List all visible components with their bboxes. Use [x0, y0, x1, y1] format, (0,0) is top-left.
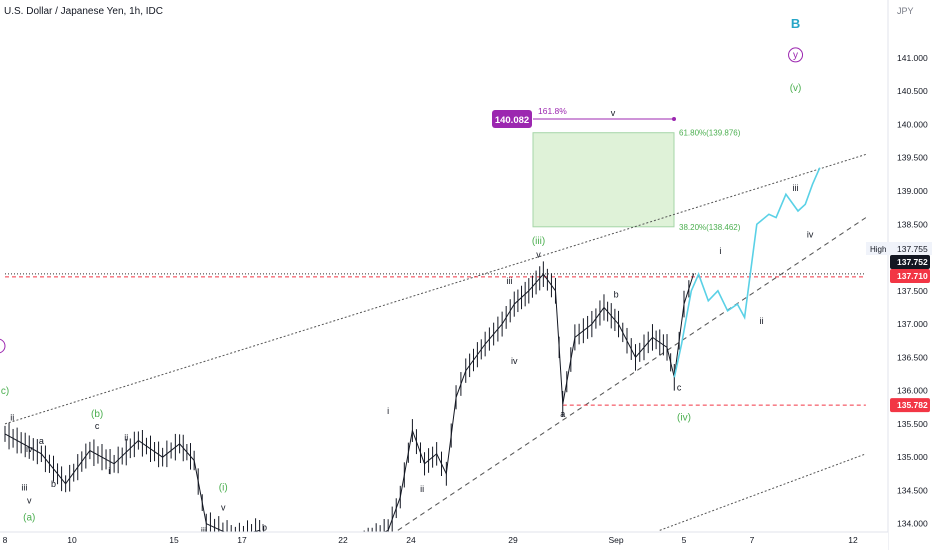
price-bars[interactable] — [4, 261, 690, 550]
last-price-text: 137.752 — [897, 257, 928, 267]
fib-lower-label: 38.20%(138.462) — [679, 223, 741, 232]
wave-label: ii — [760, 316, 764, 326]
y-tick-label: 139.000 — [897, 186, 928, 196]
lower-channel-line[interactable] — [397, 217, 867, 531]
upper-channel-line[interactable] — [4, 153, 867, 425]
wave-label: y — [793, 50, 798, 61]
wave-label: a — [560, 409, 565, 419]
y-tick-label: 134.500 — [897, 485, 928, 495]
wave-label: (b) — [91, 409, 103, 420]
x-tick-label: Sep — [608, 535, 623, 545]
wave-label: iv — [807, 230, 814, 240]
wave-label: iv — [26, 444, 33, 454]
y-tick-label: 136.000 — [897, 386, 928, 396]
wave-label: c — [95, 421, 100, 431]
wave-label: (a) — [23, 512, 35, 523]
wave-label: c) — [1, 386, 9, 397]
y-tick-label: 135.500 — [897, 419, 928, 429]
wave-label: v — [221, 502, 226, 512]
wave-label: i — [719, 246, 721, 256]
wave-label: ii — [10, 413, 14, 423]
red-level-price-tag[interactable] — [890, 269, 930, 283]
high-label-bg — [866, 242, 932, 255]
price-series-line[interactable] — [4, 273, 695, 550]
x-tick-label: 29 — [508, 535, 518, 545]
fib-target-zone[interactable] — [532, 132, 675, 228]
fib-upper-label: 61.80%(139.876) — [679, 129, 741, 138]
y-tick-label: 140.500 — [897, 86, 928, 96]
red-level-price-text: 137.710 — [897, 271, 928, 281]
fib-extension-badge[interactable] — [492, 110, 532, 129]
y-tick-label: 135.000 — [897, 452, 928, 462]
wave-label: b — [51, 479, 56, 489]
support-price-text: 135.782 — [897, 400, 928, 410]
wave-label: B — [791, 16, 800, 31]
wave-label: v — [536, 250, 541, 260]
wave-label: v — [27, 496, 32, 506]
x-tick-label: 22 — [338, 535, 348, 545]
x-tick-label: 10 — [67, 535, 77, 545]
wave-label: c — [677, 383, 682, 393]
y-tick-label: 139.500 — [897, 153, 928, 163]
wave-label: b — [262, 522, 267, 532]
wave-label: ii — [124, 433, 128, 443]
fib-extension-wave: v — [611, 108, 616, 118]
wave-label: iv — [511, 356, 518, 366]
wave-label: a — [39, 436, 44, 446]
x-tick-label: 12 — [848, 535, 858, 545]
y-tick-label: 137.500 — [897, 286, 928, 296]
time-axis[interactable] — [0, 532, 888, 550]
fib-extension-percent: 161.8% — [538, 106, 567, 116]
x-tick-label: 24 — [406, 535, 416, 545]
y-tick-label: 137.000 — [897, 319, 928, 329]
chart-title: U.S. Dollar / Japanese Yen, 1h, IDC — [4, 6, 163, 17]
wave-label: i — [387, 406, 389, 416]
high-caption: High — [870, 245, 886, 254]
wave-label: (iii) — [532, 236, 545, 247]
y-tick-label: 134.000 — [897, 519, 928, 529]
wave-label: iii — [201, 526, 207, 536]
wave-label: iii — [506, 276, 512, 286]
y-tick-label: 140.000 — [897, 119, 928, 129]
currency-label: JPY — [897, 6, 914, 16]
support-price-tag[interactable] — [890, 398, 930, 413]
wave-label: iii — [21, 482, 27, 492]
x-tick-label: 5 — [682, 535, 687, 545]
parallel-channel-line[interactable] — [659, 453, 867, 531]
y-tick-label: 138.500 — [897, 219, 928, 229]
x-tick-label: 7 — [750, 535, 755, 545]
wave-label-circle — [0, 338, 6, 354]
wave-label: (v) — [790, 83, 802, 94]
wave-label: i — [108, 466, 110, 476]
wave-label: (i) — [219, 482, 228, 493]
last-price-tag[interactable] — [890, 255, 930, 269]
x-tick-label: 15 — [169, 535, 179, 545]
wave-label: ii — [420, 484, 424, 494]
wave-label-circle — [788, 47, 804, 63]
high-price-label: 137.755 — [897, 244, 928, 254]
y-tick-label: 141.000 — [897, 53, 928, 63]
x-tick-label: 17 — [237, 535, 247, 545]
plot-area[interactable]: 61.80%(139.876) 38.20%(138.462) 140.082 161… — [0, 16, 867, 550]
wave-label: iii — [793, 183, 799, 193]
wave-label: (iv) — [677, 413, 691, 424]
fib-extension-badge-text: 140.082 — [495, 115, 529, 126]
projection-path-line[interactable] — [673, 167, 821, 378]
wave-label: b — [614, 289, 619, 299]
fib-extension-handle[interactable] — [672, 117, 676, 122]
x-tick-label: 8 — [3, 535, 8, 545]
y-tick-label: 136.500 — [897, 352, 928, 362]
